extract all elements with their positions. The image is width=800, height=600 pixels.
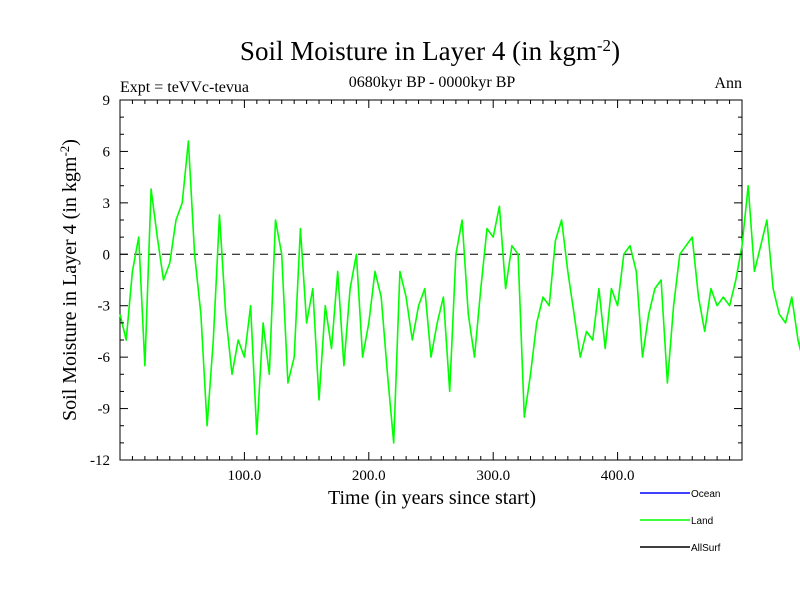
- legend-label-land: Land: [691, 516, 713, 527]
- y-tick-label: 3: [103, 196, 111, 212]
- series-line-land: [119, 140, 800, 444]
- x-tick-label: 300.0: [476, 468, 510, 484]
- chart-title-main: Soil Moisture in Layer 4 (in kgm: [240, 36, 597, 66]
- x-tick-label: 200.0: [352, 468, 386, 484]
- y-tick-label: -9: [98, 402, 111, 418]
- chart-subtitle: 0680kyr BP - 0000kyr BP: [349, 74, 516, 91]
- x-axis-label: Time (in years since start): [328, 487, 536, 509]
- plot-frame: [119, 99, 743, 461]
- y-axis-label: Soil Moisture in Layer 4 (in kgm-2): [57, 139, 82, 421]
- x-tick-label: 100.0: [228, 468, 262, 484]
- x-tick-label: 400.0: [601, 468, 635, 484]
- y-tick-label: 9: [103, 93, 111, 109]
- legend: Ocean Land AllSurf: [640, 489, 721, 554]
- y-axis-label-sup: -2: [57, 146, 72, 157]
- y-axis-label-main: Soil Moisture in Layer 4 (in kgm: [59, 156, 81, 421]
- y-tick-label: 6: [103, 144, 111, 160]
- experiment-label: Expt = teVVc-tevua: [120, 79, 249, 96]
- axis-ticks: -12 -9 -6 -3 0 3 6 9 100.0 200.0 300.0 400.0: [90, 93, 742, 484]
- season-label: Ann: [714, 75, 742, 92]
- legend-label-ocean: Ocean: [691, 489, 720, 500]
- y-tick-label: -12: [90, 453, 110, 469]
- chart-title: Soil Moisture in Layer 4 (in kgm-2): [240, 36, 620, 67]
- y-tick-label: 0: [103, 247, 111, 263]
- y-tick-label: -6: [98, 350, 111, 366]
- chart-title-close: ): [611, 36, 620, 66]
- legend-label-allsurf: AllSurf: [691, 543, 721, 554]
- chart-title-sup: -2: [597, 36, 611, 55]
- y-axis-label-close: ): [59, 139, 81, 146]
- y-tick-label: -3: [98, 299, 111, 315]
